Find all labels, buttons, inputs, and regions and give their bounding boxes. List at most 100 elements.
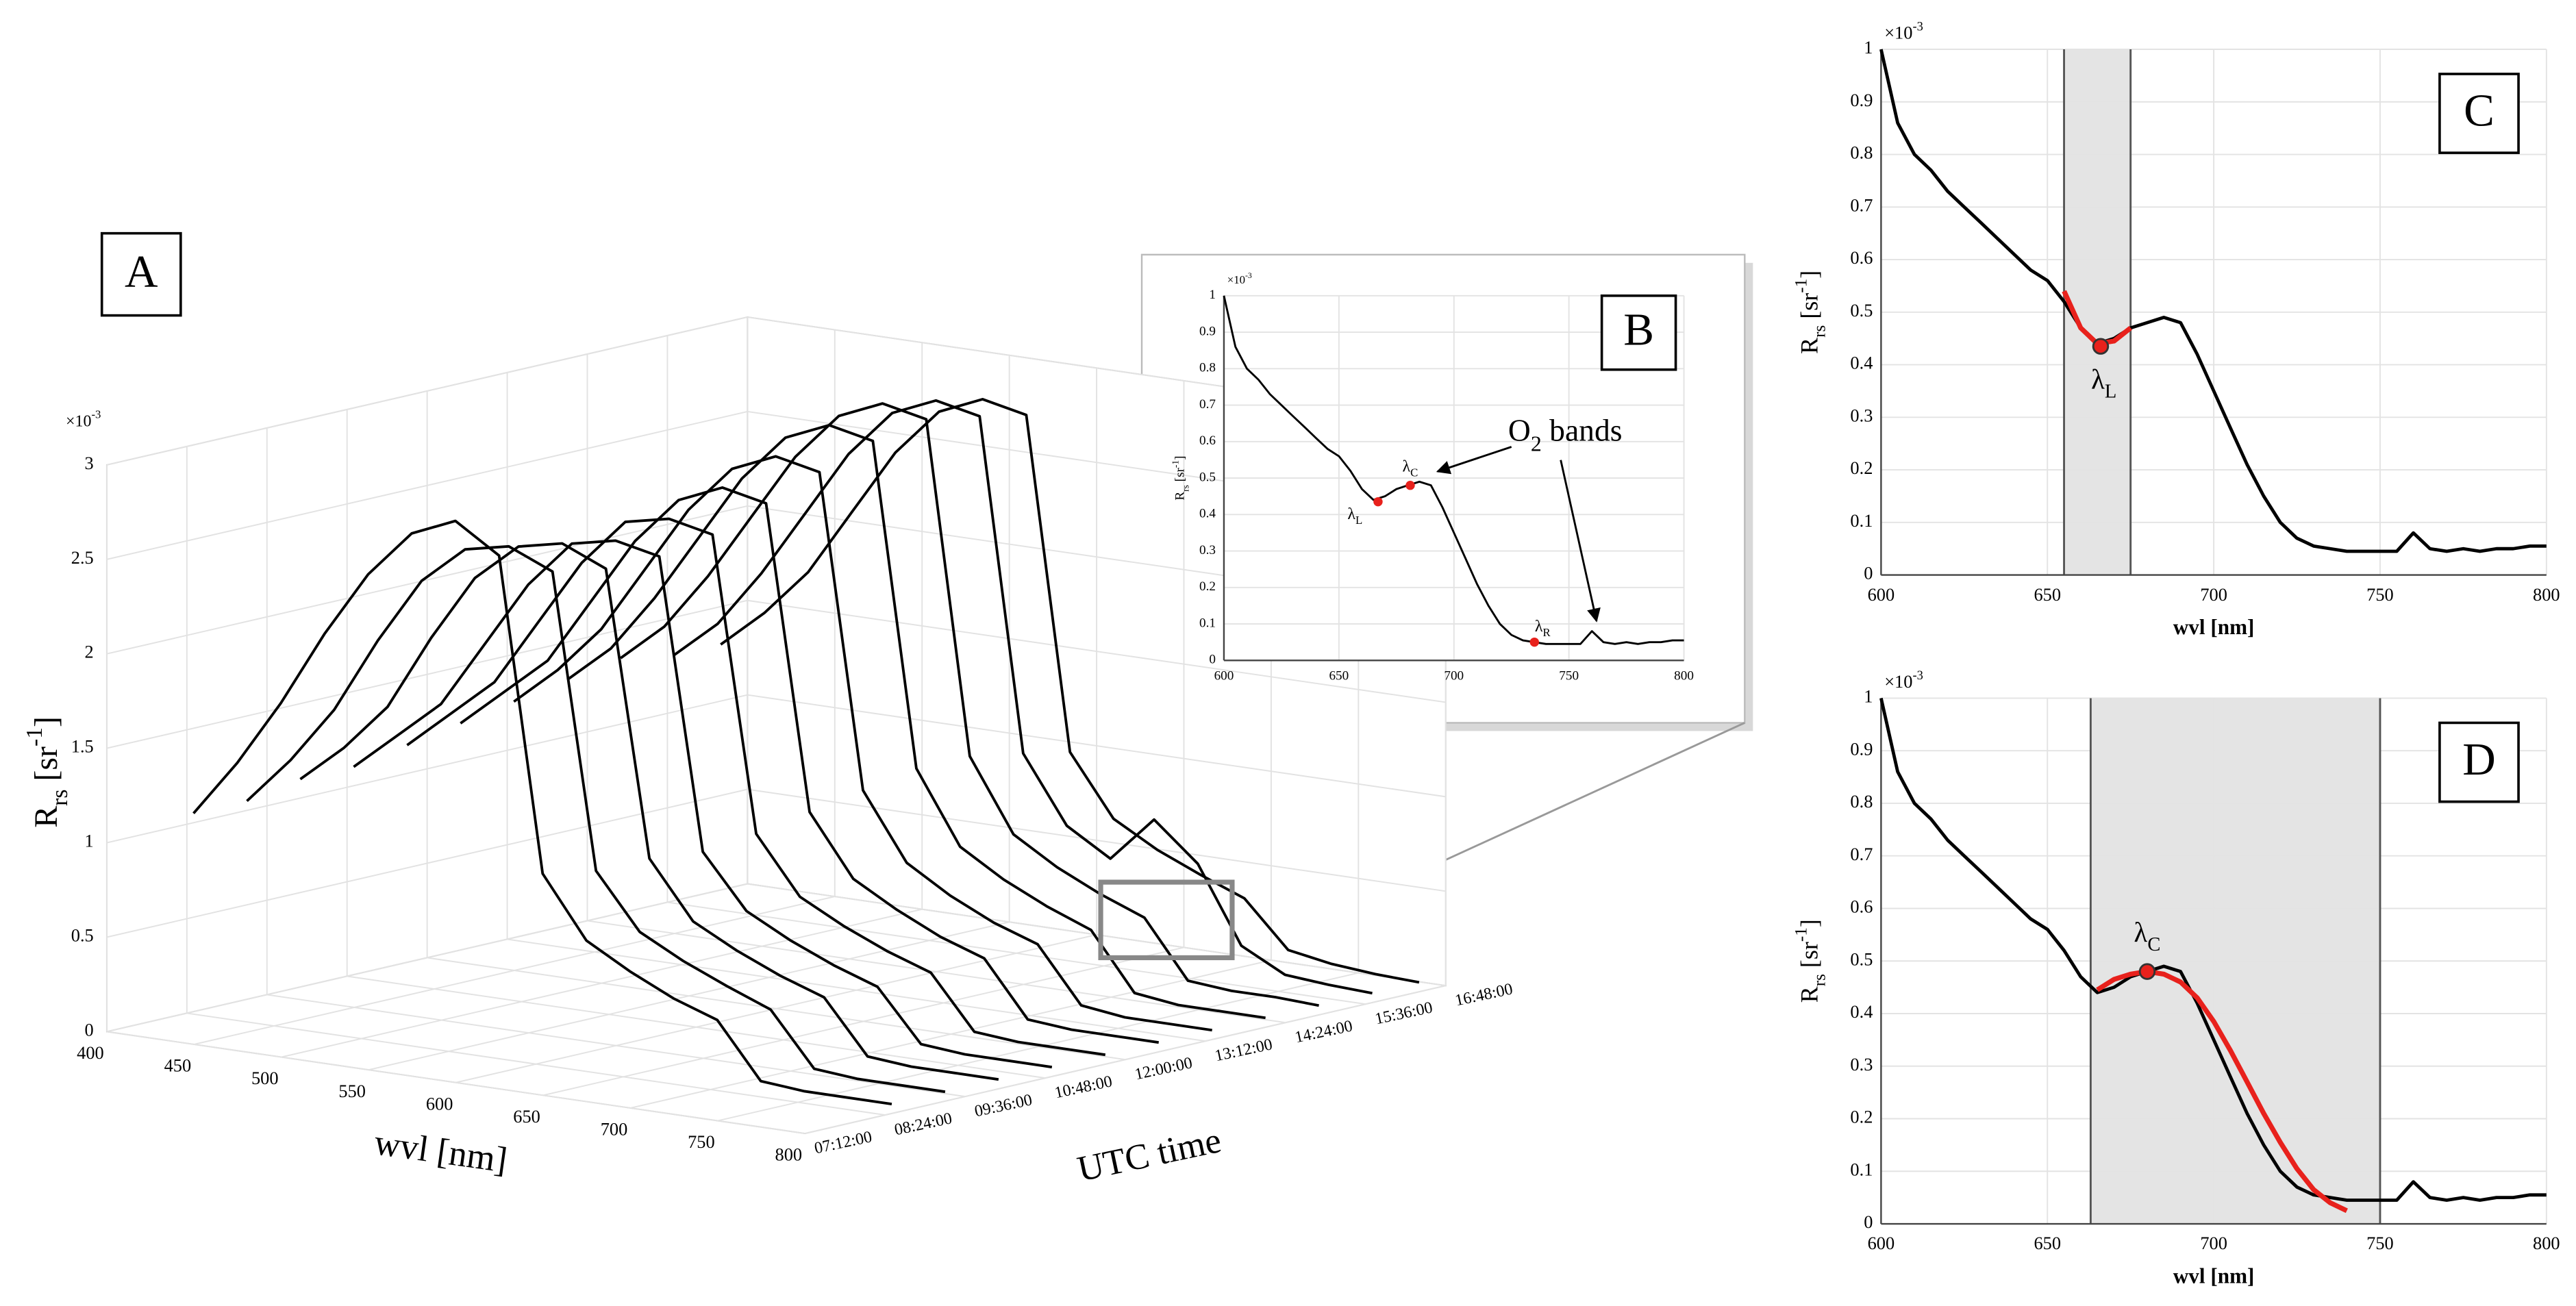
x-axis-label: wvl [nm]	[2173, 1264, 2255, 1288]
y-axis-label-part: -1	[1792, 279, 1811, 293]
y-tick-label: 0.4	[1850, 1001, 1873, 1022]
annotation-arrow	[1436, 446, 1512, 475]
zoom-box	[1098, 879, 1235, 961]
annotation-label: O2 bands	[1508, 413, 1623, 455]
y-tick-label: 1	[1209, 288, 1216, 302]
x-tick-label: 650	[2034, 1233, 2061, 1253]
y-axis-label-part: R	[1173, 492, 1188, 501]
marker-label-part: λ	[1347, 505, 1355, 523]
marker-label-part: L	[1355, 514, 1362, 527]
y-axis-label-part: ]	[1796, 919, 1823, 927]
y-axis-label-part: R	[1796, 338, 1823, 354]
marker-label: λC	[1403, 457, 1418, 479]
y-tick-label: 0.4	[1850, 353, 1873, 373]
axis-exponent-part: -3	[1912, 20, 1923, 34]
z-axis-label-part: rs	[47, 790, 73, 806]
axis-exponent-part: -3	[1912, 668, 1923, 682]
fit-line	[2096, 968, 2348, 1214]
y-tick-label: 0.5	[1850, 300, 1873, 321]
x-tick-label: 700	[2200, 1233, 2227, 1253]
marker-label-part: C	[1410, 466, 1418, 479]
panel-label: C	[2464, 84, 2494, 136]
axis-exponent-part: -3	[91, 408, 101, 421]
spectrum-line	[566, 423, 1266, 1020]
z-tick-label: 0	[85, 1019, 94, 1040]
y-tick-label: 0.8	[1850, 142, 1873, 163]
point-marker	[1529, 637, 1540, 647]
x-tick-label: 600	[426, 1093, 453, 1114]
annotation-label-part: bands	[1542, 413, 1623, 448]
y-axis-label-part: rs	[1811, 325, 1829, 338]
z-tick-label: 2.5	[71, 547, 94, 568]
y-tick-label: 0	[1864, 1211, 1873, 1232]
x-tick-label: 450	[164, 1055, 192, 1076]
y-tick-label: 0.3	[1850, 405, 1873, 425]
axis-exponent-part: ×10	[1884, 22, 1912, 42]
spectrum-line	[406, 517, 1106, 1057]
axis-exponent: ×10-3	[1884, 668, 1923, 692]
x-tick-label: 600	[1868, 1233, 1895, 1253]
z-tick-label: 1.5	[71, 736, 94, 757]
y-tick-label: 0.1	[1850, 510, 1873, 531]
point-marker	[1373, 497, 1383, 507]
marker-label-part: λ	[2091, 364, 2105, 395]
y-tick-label: 0.6	[1199, 434, 1216, 448]
y-axis-label-part: rs	[1180, 485, 1190, 492]
x-tick-label: 650	[2034, 584, 2061, 605]
z-axis-label-part: R	[28, 806, 64, 828]
marker-label-part: λ	[2134, 917, 2148, 948]
axis-exponent: ×10-3	[1884, 20, 1923, 43]
y-tick-label: 0.7	[1850, 194, 1873, 215]
y-tick-label: 0.8	[1850, 791, 1873, 812]
y-tick-label: 0.2	[1199, 579, 1216, 594]
y-tick-label: 0.7	[1199, 397, 1216, 412]
y-tick-label: 0	[1864, 563, 1873, 583]
x-tick-label: 750	[2366, 1233, 2394, 1253]
z-axis-label-part: [sr	[28, 746, 64, 790]
grid-line	[587, 920, 1286, 1024]
marker-label-part: L	[2105, 381, 2116, 402]
y-axis-label-part: -1	[1170, 460, 1180, 468]
axis-exponent: ×10-3	[1227, 271, 1252, 286]
y-tick-label: 0	[1209, 653, 1216, 667]
y-axis-label: Rrs [sr-1]	[1170, 455, 1190, 500]
x-tick-label: 800	[1674, 669, 1694, 683]
y-axis-label-part: R	[1796, 986, 1823, 1003]
y-axis-label-part: -1	[1792, 927, 1811, 942]
y-tick-label: 0.1	[1199, 616, 1216, 630]
grid-line	[106, 316, 748, 466]
marker-label: λC	[2134, 917, 2161, 955]
annotation-arrow	[1560, 460, 1601, 623]
grid-line	[186, 1012, 886, 1116]
y-tick-label: 0.2	[1850, 457, 1873, 478]
y-axis-label-part: ]	[1173, 455, 1188, 460]
z-axis-label-part: -1	[22, 727, 47, 746]
panel-label-box	[2438, 721, 2520, 803]
spectrum-line	[673, 399, 1373, 995]
z-tick-label: 2	[85, 642, 94, 662]
y-tick-label: 0.4	[1199, 507, 1216, 521]
axis-exponent-part: -3	[1245, 271, 1252, 280]
y-tick-label: 0.3	[1850, 1054, 1873, 1075]
spectrum-line	[513, 455, 1212, 1032]
panel-label: B	[1623, 304, 1654, 355]
spectrum-line	[720, 397, 1420, 984]
axis-exponent-part: ×10	[1884, 671, 1912, 692]
point-marker	[2138, 963, 2156, 980]
x-tick-label: 600	[1214, 669, 1234, 683]
x-tick-label: 750	[1559, 669, 1579, 683]
plots: 0 0.5 1 1.5 2 2.5 3 400 450 500 550 600 650 700 750 800…	[22, 20, 2560, 1288]
y-tick-label: 0.1	[1850, 1159, 1873, 1179]
x-tick-label: 600	[1868, 584, 1895, 605]
panel-label: A	[125, 245, 158, 297]
spectrum-line	[1879, 697, 2547, 1202]
marker-label-part: C	[2147, 934, 2160, 955]
y-tick-label: 0.3	[1199, 543, 1216, 557]
z-axis-label: Rrs [sr-1]	[22, 716, 73, 828]
x-tick-label: 700	[601, 1119, 628, 1140]
y-tick-label: 0.6	[1850, 896, 1873, 917]
z-axis-label-part: ]	[28, 716, 64, 727]
annotation-label-part: 2	[1531, 431, 1542, 455]
annotation-label-part: O	[1508, 413, 1531, 448]
